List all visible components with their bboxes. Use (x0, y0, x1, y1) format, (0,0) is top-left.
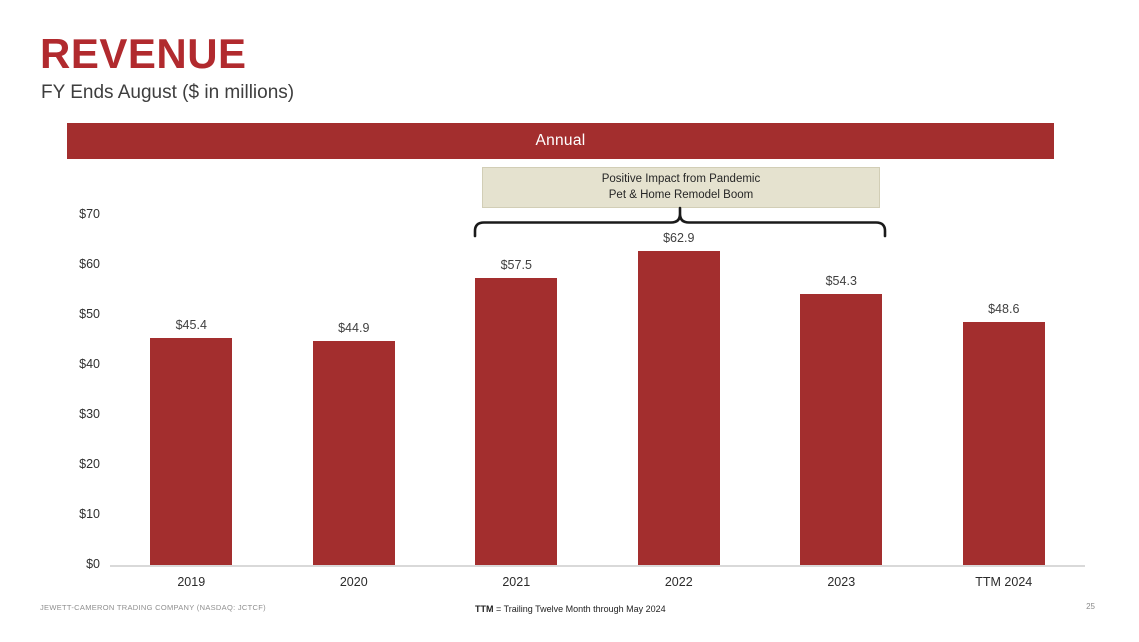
x-tick-label: 2022 (664, 575, 693, 589)
bar-value-label: $54.3 (825, 273, 857, 288)
page-number: 25 (1086, 602, 1095, 611)
x-tick-label: TTM 2024 (975, 575, 1033, 589)
bar-ttm-2024 (962, 322, 1045, 565)
annotation-box: Positive Impact from Pandemic Pet & Home… (482, 167, 880, 208)
y-tick-label: $10 (79, 507, 100, 521)
y-tick-label: $60 (79, 257, 100, 271)
bar-2023 (800, 293, 883, 565)
annotation-line-1: Positive Impact from Pandemic (601, 173, 761, 186)
y-tick-label: $30 (79, 407, 100, 421)
chart-title-banner: Annual (67, 123, 1054, 159)
bar-value-label: $62.9 (663, 230, 695, 245)
y-tick-label: $50 (79, 307, 100, 321)
bar-value-label: $44.9 (338, 320, 370, 335)
bar-value-label: $45.4 (175, 318, 207, 332)
footer-ttm-note: TTM = Trailing Twelve Month through May … (475, 604, 666, 614)
annotation-line-2: Pet & Home Remodel Boom (608, 188, 754, 201)
bar-2019 (150, 338, 233, 565)
x-axis-baseline (110, 565, 1085, 567)
chart-title-banner-label: Annual (535, 132, 586, 149)
x-tick-label: 2019 (177, 575, 206, 589)
bar-2021 (475, 277, 558, 565)
x-axis-labels: 2019 2020 2021 2022 2023 TTM 2024 (110, 575, 1085, 595)
plot-area: $45.4 $44.9 $57.5 $62.9 $54.3 $48.6 (110, 215, 1085, 565)
bar-2020 (312, 340, 395, 565)
y-tick-label: $20 (79, 457, 100, 471)
bar-value-label: $48.6 (988, 302, 1020, 316)
bar-2022 (637, 250, 720, 565)
y-tick-label: $0 (86, 557, 100, 571)
x-tick-label: 2020 (339, 575, 368, 589)
y-axis-labels: $70 $60 $50 $40 $30 $20 $10 $0 (40, 207, 100, 571)
x-tick-label: 2021 (502, 575, 531, 589)
y-tick-label: $70 (79, 207, 100, 221)
footer-ttm-note-bold: TTM (475, 604, 494, 614)
page-subtitle: FY Ends August ($ in millions) (41, 82, 295, 103)
footer-ttm-note-rest: = Trailing Twelve Month through May 2024 (493, 604, 666, 614)
y-tick-label: $40 (79, 357, 100, 371)
page-title: REVENUE (40, 30, 247, 77)
bar-value-label: $57.5 (500, 257, 532, 272)
x-tick-label: 2023 (827, 575, 856, 589)
footer-company-ticker: JEWETT-CAMERON TRADING COMPANY (NASDAQ: … (40, 603, 266, 612)
